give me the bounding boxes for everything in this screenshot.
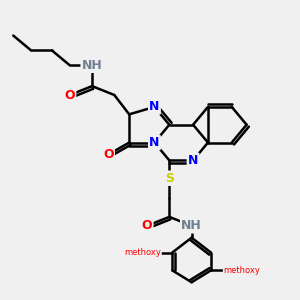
- Text: methoxy: methoxy: [124, 248, 161, 257]
- Text: NH: NH: [181, 219, 202, 232]
- Text: O: O: [226, 266, 235, 275]
- Text: N: N: [149, 100, 160, 113]
- Text: methoxy: methoxy: [224, 266, 261, 275]
- Text: N: N: [149, 136, 160, 149]
- Text: O: O: [64, 88, 75, 101]
- Text: O: O: [103, 148, 114, 161]
- Text: N: N: [188, 154, 198, 167]
- Text: O: O: [148, 248, 158, 257]
- Text: O: O: [142, 219, 152, 232]
- Text: S: S: [165, 172, 174, 185]
- Text: NH: NH: [82, 59, 102, 72]
